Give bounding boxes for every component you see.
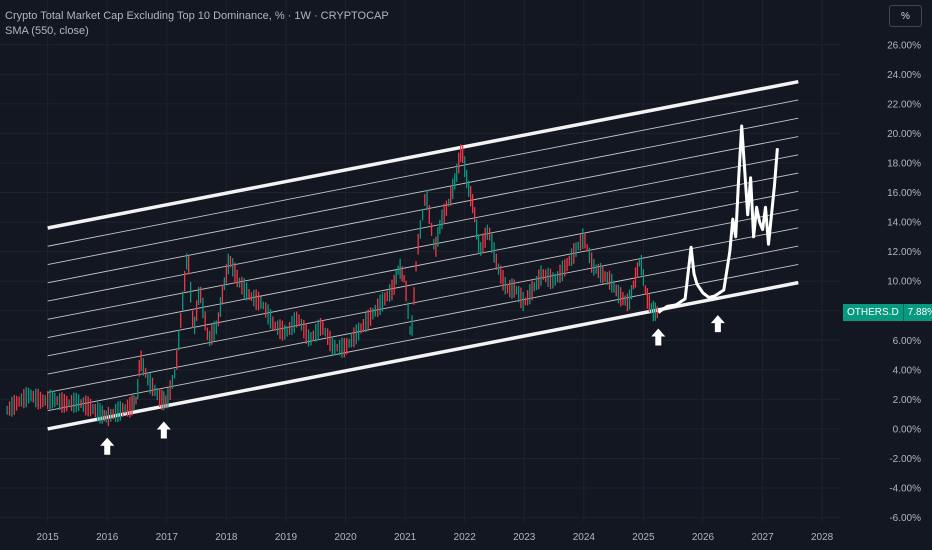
x-tick-label: 2020 xyxy=(334,532,357,543)
y-axis[interactable]: -6.00%-4.00%-2.00%0.00%2.00%4.00%6.00%8.… xyxy=(887,40,921,524)
y-tick-label: 14.00% xyxy=(887,218,921,229)
channel-lower-line xyxy=(47,280,799,431)
y-tick-label: -2.00% xyxy=(889,454,921,465)
x-tick-label: 2021 xyxy=(394,532,417,543)
y-tick-label: 2.00% xyxy=(893,395,921,406)
x-tick-label: 2016 xyxy=(96,532,119,543)
y-tick-label: 10.00% xyxy=(887,277,921,288)
symbol-title[interactable]: Crypto Total Market Cap Excluding Top 10… xyxy=(5,10,389,22)
price-series xyxy=(6,144,658,427)
channel-inner-line xyxy=(47,209,799,357)
projection-line xyxy=(657,124,779,314)
x-tick-label: 2023 xyxy=(513,532,536,543)
channel-inner-line xyxy=(47,117,799,265)
arrow-up-icon xyxy=(156,421,171,439)
regression-channel xyxy=(47,79,799,431)
x-tick-label: 2026 xyxy=(692,532,715,543)
y-tick-label: 24.00% xyxy=(887,70,921,81)
x-tick-label: 2024 xyxy=(573,532,596,543)
y-tick-label: -4.00% xyxy=(889,484,921,495)
y-tick-label: 6.00% xyxy=(893,336,921,347)
channel-inner-line xyxy=(47,245,799,393)
last-price-badge: OTHERS.D 7.88% xyxy=(843,304,932,321)
x-tick-label: 2025 xyxy=(632,532,655,543)
y-tick-label: 16.00% xyxy=(887,188,921,199)
channel-inner-line xyxy=(47,172,799,320)
channel-inner-line xyxy=(47,154,799,302)
percent-scale-button[interactable]: % xyxy=(889,5,922,27)
y-tick-label: 0.00% xyxy=(893,424,921,435)
badge-symbol: OTHERS.D xyxy=(843,304,903,321)
channel-inner-line xyxy=(47,99,799,247)
channel-inner-line xyxy=(47,227,799,375)
projection-series xyxy=(657,124,779,314)
channel-inner-line xyxy=(47,190,799,339)
y-tick-label: 12.00% xyxy=(887,247,921,258)
x-tick-label: 2015 xyxy=(37,532,60,543)
indicator-label[interactable]: SMA (550, close) xyxy=(5,25,89,37)
arrow-up-icon xyxy=(100,437,115,455)
x-tick-label: 2028 xyxy=(811,532,834,543)
y-tick-label: 22.00% xyxy=(887,99,921,110)
x-tick-label: 2022 xyxy=(454,532,477,543)
x-tick-label: 2017 xyxy=(156,532,179,543)
y-tick-label: -6.00% xyxy=(889,513,921,524)
chart-legend[interactable]: Crypto Total Market Cap Excluding Top 10… xyxy=(5,9,389,39)
grid xyxy=(0,0,840,522)
arrow-up-icon xyxy=(710,315,725,333)
y-tick-label: 20.00% xyxy=(887,129,921,140)
x-tick-label: 2018 xyxy=(215,532,238,543)
y-tick-label: 26.00% xyxy=(887,40,921,51)
y-tick-label: 4.00% xyxy=(893,365,921,376)
x-tick-label: 2019 xyxy=(275,532,298,543)
annotation-arrows xyxy=(100,315,725,455)
arrow-up-icon xyxy=(651,328,666,346)
x-axis[interactable]: 2015 2016 2017 2018 2019 2020 2021 2022 2023 2024… xyxy=(37,532,834,543)
badge-value: 7.88% xyxy=(902,304,932,321)
y-tick-label: 18.00% xyxy=(887,158,921,169)
x-tick-label: 2027 xyxy=(751,532,774,543)
channel-upper-line xyxy=(47,79,799,230)
